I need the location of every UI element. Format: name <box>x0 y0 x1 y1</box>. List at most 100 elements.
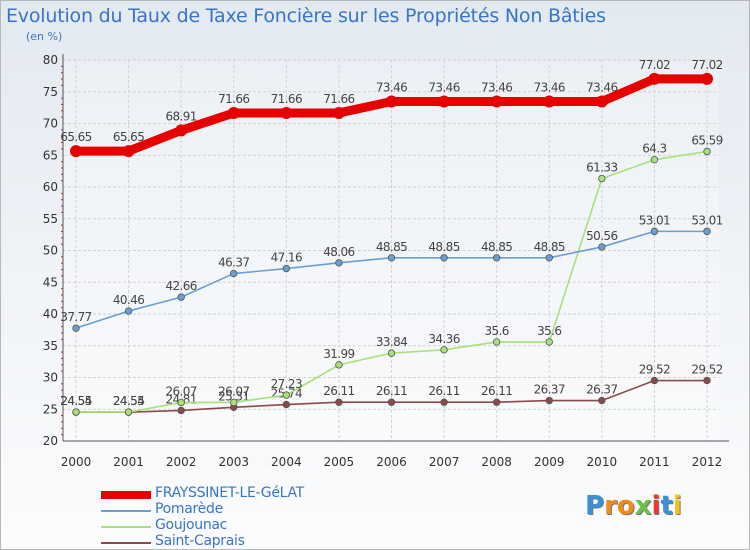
data-label: 77.02 <box>639 58 670 72</box>
data-label: 24.55 <box>60 394 91 408</box>
data-label: 77.02 <box>691 58 722 72</box>
data-label: 31.99 <box>323 347 354 361</box>
x-tick-label: 2009 <box>534 455 565 469</box>
data-point <box>440 398 448 406</box>
logo-letter: x <box>634 491 652 521</box>
data-label: 73.46 <box>428 81 459 95</box>
data-label: 61.33 <box>586 161 617 175</box>
data-point <box>545 254 553 262</box>
data-label: 48.85 <box>481 240 512 254</box>
data-label: 34.36 <box>428 332 459 346</box>
data-point <box>387 254 396 262</box>
data-label: 46.37 <box>218 256 249 270</box>
logo-letter: o <box>616 491 635 521</box>
data-label: 48.85 <box>376 240 407 254</box>
legend-swatch <box>101 542 151 544</box>
y-tick-label: 30 <box>43 371 58 385</box>
y-tick-label: 75 <box>43 85 58 99</box>
data-point <box>177 406 185 415</box>
logo-letter: t <box>660 491 673 521</box>
data-point <box>175 124 188 137</box>
series-0: 65.65 65.65 68.91 71.66 71.66 71.66 73.46 73.46… <box>60 58 723 158</box>
data-label: 40.46 <box>113 293 144 307</box>
data-point <box>72 324 80 332</box>
x-tick-label: 2006 <box>376 455 407 469</box>
data-point <box>492 254 501 262</box>
data-label: 29.52 <box>691 363 722 377</box>
x-tick-label: 2000 <box>61 455 92 469</box>
y-tick-label: 35 <box>43 339 58 353</box>
data-point <box>703 227 711 236</box>
data-label: 35.6 <box>537 324 561 338</box>
data-point <box>177 398 185 407</box>
data-point <box>438 95 451 108</box>
data-point <box>492 338 501 346</box>
data-point <box>332 106 345 119</box>
x-tick-label: 2004 <box>271 455 302 469</box>
data-point <box>227 106 240 119</box>
data-point <box>72 408 80 416</box>
y-tick-label: 40 <box>43 307 58 321</box>
data-label: 48.85 <box>428 240 459 254</box>
data-point <box>490 95 503 108</box>
x-tick-label: 2007 <box>429 455 460 469</box>
data-point <box>703 147 711 156</box>
legend-label: Goujounac <box>155 517 228 533</box>
data-point <box>282 264 291 273</box>
y-tick-label: 20 <box>43 434 58 448</box>
logo-letter: i <box>651 491 661 521</box>
data-label: 35.6 <box>485 324 509 338</box>
data-label: 73.46 <box>481 81 512 95</box>
data-label: 64.3 <box>642 142 666 156</box>
data-label: 53.01 <box>691 213 722 227</box>
data-point <box>70 145 82 158</box>
data-label: 73.46 <box>586 81 617 95</box>
data-label: 26.37 <box>534 383 565 397</box>
data-point <box>598 396 606 405</box>
data-point <box>701 72 713 85</box>
data-label: 37.77 <box>60 310 91 324</box>
data-point <box>122 145 135 158</box>
data-label: 73.46 <box>534 81 565 95</box>
data-label: 71.66 <box>323 92 354 106</box>
data-point <box>387 349 396 357</box>
data-point <box>230 398 238 407</box>
data-label: 26.11 <box>376 384 407 398</box>
x-tick-label: 2003 <box>218 455 249 469</box>
data-point <box>282 391 291 399</box>
x-tick-label: 2005 <box>324 455 355 469</box>
data-label: 47.16 <box>271 251 302 265</box>
data-point <box>598 243 606 251</box>
data-label: 25.31 <box>218 389 249 403</box>
data-point <box>124 307 133 315</box>
x-tick-label: 2008 <box>481 455 512 469</box>
data-label: 71.66 <box>218 92 249 106</box>
logo-letter: r <box>604 491 617 521</box>
data-point <box>543 95 556 108</box>
legend-label: FRAYSSINET-LE-GéLAT <box>155 485 304 501</box>
legend-label: Pomarède <box>155 501 223 517</box>
series-layer: 24.5424.5424.8125.3125.7426.1126.1126.11… <box>60 58 723 416</box>
x-tick-label: 2001 <box>113 455 144 469</box>
data-point <box>545 396 553 405</box>
data-point <box>595 95 608 108</box>
axes: 20 25 30 35 40 45 50 55 60 65 70 75 80 2000 2001 2002 20… <box>43 53 729 469</box>
data-point <box>124 408 133 416</box>
y-tick-label: 70 <box>43 117 58 131</box>
data-label: 26.11 <box>428 384 459 398</box>
data-point <box>440 254 448 262</box>
y-axis-unit: (en %) <box>26 30 63 43</box>
data-point <box>280 106 293 119</box>
x-tick-label: 2012 <box>692 455 723 469</box>
data-label: 26.11 <box>323 384 354 398</box>
y-tick-label: 65 <box>43 148 58 162</box>
data-label: 24.55 <box>113 394 144 408</box>
data-point <box>385 95 398 108</box>
y-tick-label: 50 <box>43 244 58 258</box>
data-label: 65.65 <box>60 130 91 144</box>
data-label: 26.37 <box>586 383 617 397</box>
legend-swatch <box>101 526 151 528</box>
data-label: 26.07 <box>218 384 249 398</box>
data-point <box>335 361 343 369</box>
